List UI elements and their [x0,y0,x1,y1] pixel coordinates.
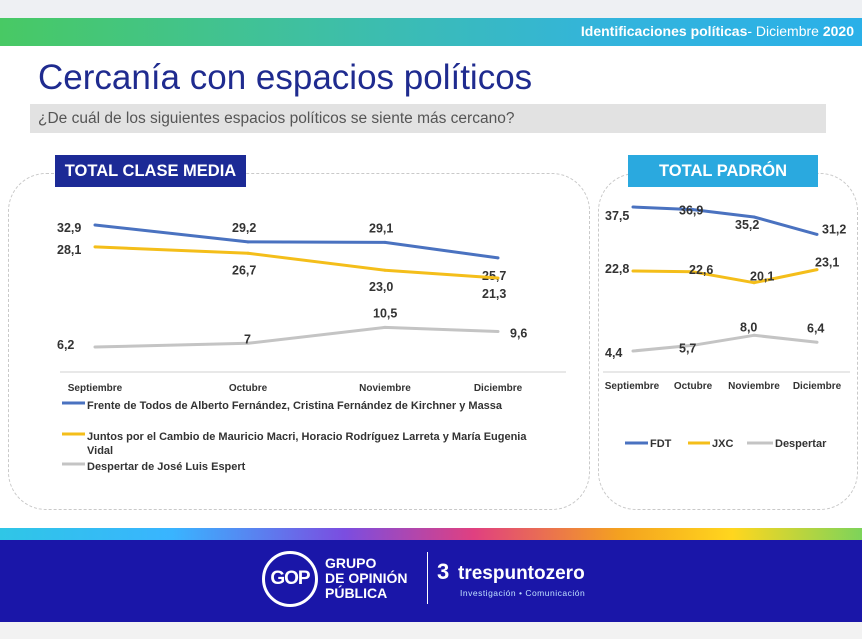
right-data-label-0-2: 35,2 [735,218,759,232]
header-label: Identificaciones políticas [580,23,748,39]
right-series-line-0 [632,205,818,236]
footer-gradient [0,528,862,540]
gop-logo: GOP [262,551,318,607]
right-point-2-0 [631,349,635,353]
right-x-tick-label: Septiembre [605,381,660,392]
left-point-1-2 [383,268,387,272]
right-point-0-1 [691,208,695,212]
left-data-label-0-3: 25,7 [482,269,506,283]
left-data-label-2-1: 7 [244,332,251,346]
logo-divider [427,552,428,604]
footer [0,540,862,622]
top-strip [0,0,862,18]
footer-bottom-strip [0,622,862,639]
right-panel-tag: TOTAL PADRÓN [628,155,818,187]
right-data-label-1-2: 20,1 [750,270,774,284]
left-point-1-3 [496,276,500,280]
left-legend-label: Frente de Todos de Alberto Fernández, Cr… [87,400,503,412]
right-legend-label: Despertar [775,438,827,450]
left-point-0-2 [383,240,387,244]
right-series-line-1 [632,268,818,285]
left-point-2-1 [246,341,250,345]
header-bar: Identificaciones políticas- Diciembre 20… [0,18,862,46]
right-legend-label: JXC [712,438,733,450]
left-series-line-1 [94,245,499,280]
left-data-label-0-2: 29,1 [369,221,393,235]
right-legend-label: FDT [650,438,672,450]
left-data-label-0-0: 32,9 [57,221,81,235]
right-series-line-2 [632,333,818,353]
right-data-label-0-3: 31,2 [822,222,846,236]
left-legend-label: Juntos por el Cambio de Mauricio Macri, … [87,431,527,457]
left-legend-label: Despertar de José Luis Espert [87,461,246,473]
right-x-tick-label: Diciembre [793,381,842,392]
header-year: 2020 [822,23,854,39]
left-point-2-3 [496,330,500,333]
trespuntozero-logo-mark: 3 [437,559,450,584]
header-text: Identificaciones políticas- Diciembre 20… [581,23,854,39]
left-point-1-1 [246,251,250,255]
left-point-0-1 [246,240,250,244]
page-title: Cercanía con espacios políticos [38,58,533,97]
left-data-label-2-2: 10,5 [373,306,397,320]
left-point-2-0 [93,345,97,349]
left-point-1-0 [93,245,97,249]
right-data-label-1-0: 22,8 [605,262,629,276]
right-point-1-3 [815,268,819,272]
left-chart-panel [8,173,590,510]
right-data-label-2-3: 6,4 [807,321,824,335]
gop-line-3: PÚBLICA [325,585,388,601]
left-series-line-2 [94,325,499,349]
right-data-label-2-1: 5,7 [679,341,696,355]
left-point-2-2 [383,325,387,329]
right-point-0-0 [631,205,635,209]
gop-line-2: DE OPINIÓN [325,570,408,586]
left-x-tick-label: Septiembre [68,383,123,394]
left-x-tick-label: Diciembre [474,383,523,394]
right-x-tick-label: Octubre [674,381,713,392]
trespuntozero-subtitle: Investigación • Comunicación [460,588,586,598]
left-data-label-1-2: 23,0 [369,280,393,294]
right-point-0-3 [815,232,819,236]
right-data-label-2-2: 8,0 [740,320,757,334]
right-point-2-1 [691,343,695,347]
left-data-label-2-0: 6,2 [57,338,74,352]
right-data-label-1-3: 23,1 [815,256,839,270]
left-panel-tag: TOTAL CLASE MEDIA [55,155,246,187]
right-data-label-1-1: 22,6 [689,263,713,277]
right-x-tick-label: Noviembre [728,381,780,392]
right-point-2-2 [752,333,756,337]
left-data-label-1-1: 26,7 [232,263,256,277]
left-point-0-3 [496,256,500,260]
right-point-0-2 [752,215,756,219]
left-x-tick-label: Noviembre [359,383,411,394]
right-data-label-0-0: 37,5 [605,209,629,223]
left-data-label-0-1: 29,2 [232,221,256,235]
right-point-2-3 [815,340,819,344]
question-bar: ¿De cuál de los siguientes espacios polí… [30,104,826,133]
left-point-0-0 [93,223,97,227]
right-data-label-2-0: 4,4 [605,346,622,360]
left-data-label-1-0: 28,1 [57,243,81,257]
gop-line-1: GRUPO [325,555,377,571]
header-period: - Diciembre [747,23,823,39]
right-point-1-2 [752,281,756,285]
right-point-1-1 [691,270,695,274]
trespuntozero-name: trespuntozero [458,563,585,584]
gop-logo-text: GRUPO DE OPINIÓN PÚBLICA [325,556,407,601]
right-point-1-0 [631,269,635,273]
left-series-line-0 [94,223,499,260]
left-x-tick-label: Octubre [229,383,268,394]
right-data-label-0-1: 36,9 [679,204,703,218]
left-data-label-1-3: 21,3 [482,287,506,301]
left-data-label-2-3: 9,6 [510,327,527,341]
